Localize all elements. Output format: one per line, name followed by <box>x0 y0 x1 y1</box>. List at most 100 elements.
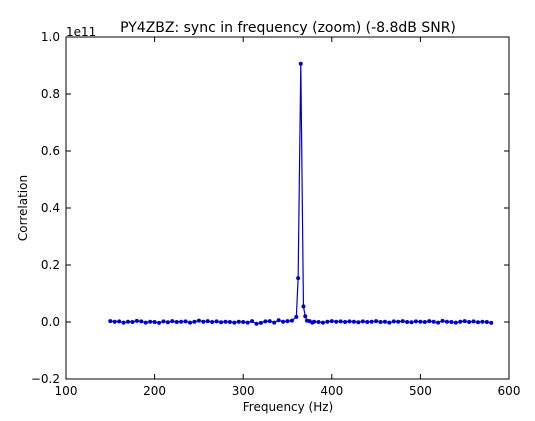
data-point <box>201 319 206 324</box>
data-point <box>112 319 117 324</box>
data-point <box>427 319 432 324</box>
data-point <box>440 318 445 323</box>
x-tick-label: 200 <box>143 384 166 398</box>
data-point <box>467 320 472 324</box>
data-point <box>343 320 348 324</box>
data-point <box>214 319 219 324</box>
data-point <box>134 318 139 323</box>
data-point <box>263 319 268 324</box>
x-tick-label: 600 <box>498 384 521 398</box>
plot-area: 100 200 300 400 500 600 −0.2 0.0 0.2 0.4 0.6 0.8 1.0 <box>31 30 521 398</box>
data-point <box>165 320 170 325</box>
data-point <box>431 319 436 324</box>
x-tick-label: 500 <box>409 384 432 398</box>
data-point <box>329 319 334 324</box>
data-point <box>126 319 131 324</box>
y-axis-label: Correlation <box>16 175 30 241</box>
data-point <box>405 320 410 324</box>
chart-title: PY4ZBZ: sync in frequency (zoom) (-8.8dB… <box>120 20 456 36</box>
data-point <box>489 320 494 325</box>
data-point <box>449 320 454 324</box>
data-point <box>139 319 144 324</box>
data-point <box>396 319 401 324</box>
data-point <box>241 320 246 324</box>
data-point <box>294 314 299 319</box>
data-point <box>369 319 374 324</box>
data-point <box>161 319 166 324</box>
data-point <box>387 320 392 325</box>
data-point <box>296 276 301 281</box>
data-point <box>458 319 463 324</box>
data-point <box>281 319 286 324</box>
data-point <box>351 319 356 324</box>
data-point <box>250 319 255 324</box>
data-point <box>192 319 197 324</box>
data-point <box>289 318 294 323</box>
data-point <box>210 320 215 324</box>
data-point <box>378 320 383 324</box>
data-point <box>227 320 232 324</box>
data-point <box>382 319 387 324</box>
data-point <box>347 319 352 324</box>
data-point <box>325 319 330 324</box>
data-point <box>409 320 414 325</box>
data-point <box>143 320 148 325</box>
data-point <box>272 320 277 325</box>
y-tick-label: 0.4 <box>41 201 60 215</box>
data-point <box>365 320 370 324</box>
data-point <box>236 319 241 324</box>
y-tick-label: 0.0 <box>41 315 60 329</box>
data-point <box>254 321 259 326</box>
data-point <box>338 319 343 324</box>
data-point <box>219 320 224 325</box>
data-point <box>360 319 365 324</box>
data-point <box>188 320 193 325</box>
x-axis-label: Frequency (Hz) <box>243 400 334 414</box>
data-point <box>285 319 290 324</box>
data-point <box>121 320 126 325</box>
y-tick-label: −0.2 <box>31 372 60 386</box>
data-point <box>484 320 489 324</box>
data-point <box>245 320 250 325</box>
y-tick-label: 1.0 <box>41 30 60 44</box>
data-point <box>148 319 153 324</box>
data-point <box>117 319 122 324</box>
data-point <box>232 320 237 325</box>
data-point <box>413 319 418 324</box>
data-point <box>356 320 361 325</box>
data-point <box>205 319 210 324</box>
data-point <box>196 318 201 323</box>
data-point <box>258 320 263 325</box>
data-point <box>320 320 325 325</box>
x-tick-label: 100 <box>55 384 78 398</box>
data-point <box>391 319 396 324</box>
x-tick-label: 300 <box>232 384 255 398</box>
data-point <box>422 320 427 324</box>
data-point <box>471 319 476 324</box>
y-tick-label: 0.2 <box>41 258 60 272</box>
data-point <box>480 319 485 324</box>
data-point <box>374 319 379 324</box>
data-point <box>462 319 467 324</box>
data-point <box>276 318 281 323</box>
data-point <box>475 320 480 325</box>
data-point <box>436 320 441 325</box>
data-point <box>179 319 184 324</box>
data-point <box>223 319 228 324</box>
y-scale-factor-label: 1e11 <box>66 25 96 39</box>
data-point <box>303 314 308 319</box>
data-point <box>453 320 458 325</box>
y-tick-label: 0.8 <box>41 87 60 101</box>
data-point <box>444 319 449 324</box>
data-point <box>174 320 179 324</box>
data-point <box>170 319 175 324</box>
data-point <box>130 320 135 324</box>
data-point <box>334 319 339 324</box>
data-point <box>108 319 113 324</box>
data-point <box>183 319 188 324</box>
data-point <box>312 319 317 324</box>
y-tick-label: 0.6 <box>41 144 60 158</box>
data-point <box>267 319 272 324</box>
data-point <box>298 61 303 66</box>
